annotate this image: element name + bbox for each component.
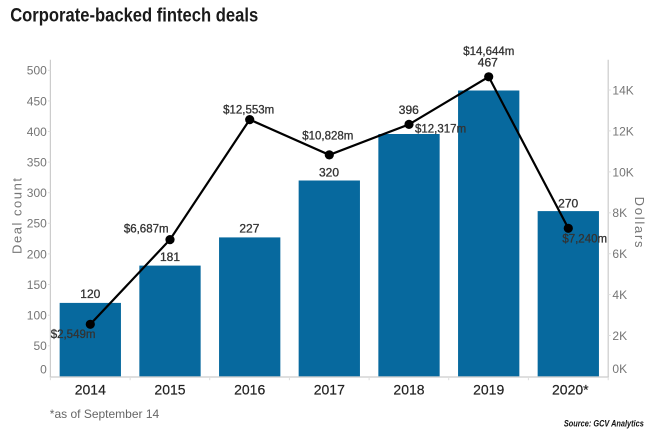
- svg-text:$7,240m: $7,240m: [562, 233, 607, 245]
- svg-text:2020*: 2020*: [552, 381, 589, 397]
- svg-text:0: 0: [40, 362, 47, 376]
- svg-text:200: 200: [27, 247, 47, 261]
- svg-text:400: 400: [27, 125, 47, 139]
- svg-text:$10,828m: $10,828m: [302, 131, 353, 143]
- svg-text:2019: 2019: [473, 381, 504, 397]
- svg-text:$14,644m: $14,644m: [463, 46, 514, 58]
- svg-text:270: 270: [558, 196, 578, 210]
- svg-text:Dollars: Dollars: [632, 197, 647, 248]
- svg-text:396: 396: [399, 103, 419, 117]
- svg-text:14K: 14K: [612, 83, 633, 97]
- svg-text:2014: 2014: [75, 381, 106, 397]
- svg-text:2018: 2018: [393, 381, 424, 397]
- svg-text:350: 350: [27, 156, 47, 170]
- svg-text:$12,317m: $12,317m: [415, 124, 466, 136]
- svg-text:450: 450: [27, 94, 47, 108]
- svg-text:250: 250: [27, 217, 47, 231]
- svg-text:100: 100: [27, 309, 47, 323]
- svg-text:50: 50: [33, 339, 47, 353]
- svg-text:8K: 8K: [612, 206, 627, 220]
- svg-text:120: 120: [80, 287, 100, 301]
- svg-text:181: 181: [160, 250, 180, 264]
- svg-text:Corporate-backed fintech deals: Corporate-backed fintech deals: [10, 4, 258, 26]
- svg-text:500: 500: [27, 64, 47, 78]
- svg-text:2K: 2K: [612, 329, 627, 343]
- svg-text:12K: 12K: [612, 124, 633, 138]
- svg-text:$12,553m: $12,553m: [223, 104, 274, 116]
- svg-text:2015: 2015: [154, 381, 185, 397]
- svg-text:6K: 6K: [612, 247, 627, 261]
- svg-text:0K: 0K: [612, 362, 627, 376]
- svg-text:$6,687m: $6,687m: [124, 223, 169, 235]
- svg-text:227: 227: [239, 222, 259, 236]
- svg-text:2017: 2017: [314, 381, 345, 397]
- svg-text:300: 300: [27, 186, 47, 200]
- svg-text:*as of September 14: *as of September 14: [50, 407, 160, 421]
- svg-text:Deal count: Deal count: [9, 178, 24, 254]
- svg-text:150: 150: [27, 278, 47, 292]
- svg-text:4K: 4K: [612, 288, 627, 302]
- svg-text:$2,549m: $2,549m: [51, 329, 96, 341]
- svg-text:2016: 2016: [234, 381, 265, 397]
- svg-text:320: 320: [319, 165, 339, 179]
- svg-text:10K: 10K: [612, 165, 633, 179]
- svg-text:Source: GCV Analytics: Source: GCV Analytics: [564, 419, 644, 430]
- svg-text:467: 467: [478, 56, 498, 70]
